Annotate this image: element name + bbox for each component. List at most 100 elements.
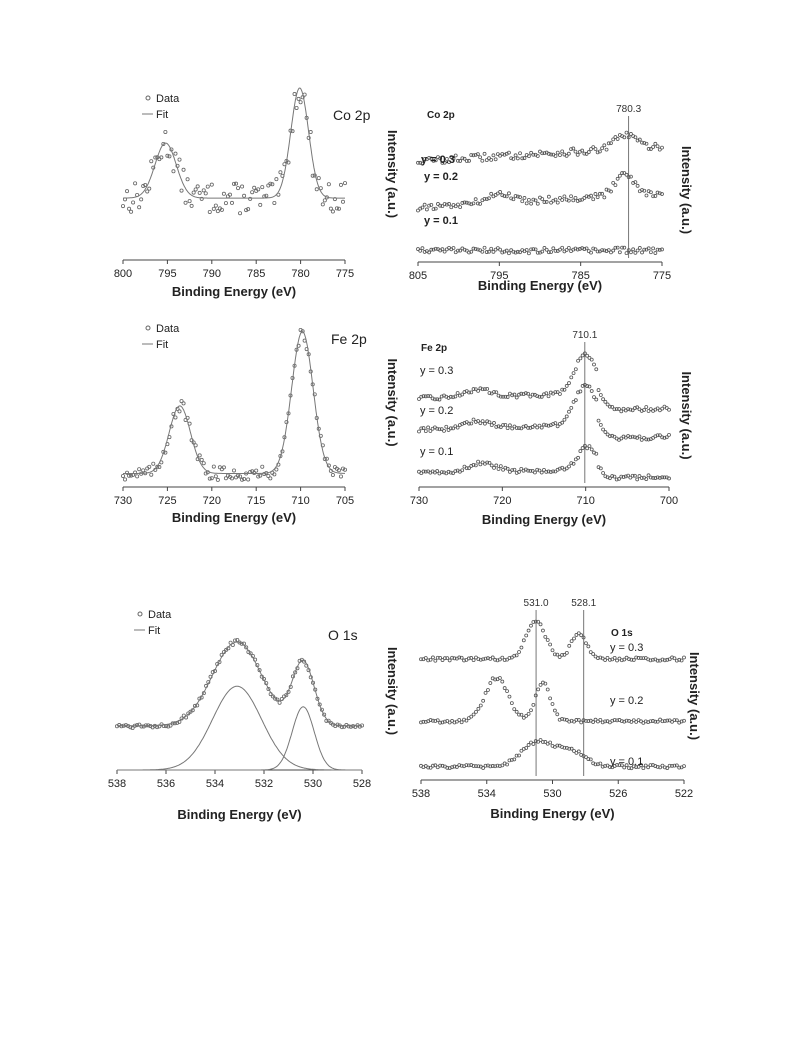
data-point [521,424,526,429]
data-point [569,461,574,466]
data-point [569,147,573,152]
data-point [531,620,536,624]
chart-title: Co 2p [427,110,455,121]
data-point [548,470,553,474]
data-point [314,187,319,192]
data-point [648,407,653,411]
data-point [660,435,665,440]
data-point [500,193,505,198]
data-point [623,474,628,479]
data-point [644,477,649,481]
data-point [578,198,582,203]
data-point [213,203,218,208]
data-point [308,130,313,135]
data-point [511,197,516,202]
x-tick-label: 730 [114,495,132,507]
data-point [445,765,450,770]
data-point [615,762,619,767]
data-point [270,182,275,187]
x-tick-label: 530 [543,788,561,800]
data-point [195,184,200,189]
data-point [584,246,589,251]
data-point [637,246,642,250]
data-point [531,702,536,707]
data-point [573,149,578,154]
data-point [619,719,624,724]
data-point [424,207,429,212]
data-point [478,462,483,467]
data-point [655,406,660,411]
data-point [564,466,569,471]
data-point [219,467,224,472]
data-point [294,105,299,110]
data-point [653,194,658,198]
data-point [467,158,471,163]
data-point [517,650,521,654]
legend-label-data: Data [148,609,172,621]
data-point [460,201,465,205]
data-point [473,463,478,468]
data-point [447,202,451,206]
data-point [562,717,567,722]
data-point [593,247,598,252]
data-point [660,763,665,768]
data-point [646,147,651,151]
data-point [575,247,580,252]
data-point [651,145,656,149]
data-point [191,190,196,195]
data-point [642,188,647,193]
x-tick-label: 705 [336,495,354,507]
data-point [613,245,618,250]
data-point [490,764,495,768]
data-point [626,248,631,253]
data-point [529,623,533,628]
reference-line-label: 528.1 [571,598,596,609]
data-point [617,407,621,411]
data-point [145,189,150,194]
data-point [641,656,646,661]
data-point [520,199,525,204]
data-point [320,202,325,207]
data-point [512,707,517,712]
data-point [581,718,586,723]
data-point [458,205,463,210]
data-point [513,153,518,158]
data-point [450,765,454,770]
data-point [464,718,469,723]
data-point [526,711,531,716]
data-point [431,158,436,163]
data-point [442,428,446,433]
data-point [583,351,587,356]
data-point [633,180,638,185]
data-point [286,160,291,165]
data-point [592,362,596,367]
data-point [157,465,162,470]
data-point [420,246,425,251]
data-point [591,652,596,656]
data-point [624,130,629,135]
data-point [598,717,603,722]
data-point [624,763,629,768]
data-point [541,628,545,633]
data-point [478,703,483,708]
data-point [605,402,610,407]
data-point [607,657,612,662]
data-point [173,151,178,156]
data-point [467,390,471,395]
chart-title: Co 2p [333,107,371,123]
data-point [278,170,283,175]
data-point [517,426,521,431]
data-point [464,200,469,205]
data-point [215,209,220,214]
data-point [473,197,478,202]
data-point [173,415,178,420]
data-point [454,765,459,769]
fit-line [123,87,345,199]
data-point [123,723,128,728]
data-point [644,405,649,409]
data-point [567,464,571,469]
data-point [223,201,228,206]
data-point [326,718,331,723]
data-point [442,249,447,254]
data-point [539,470,544,475]
